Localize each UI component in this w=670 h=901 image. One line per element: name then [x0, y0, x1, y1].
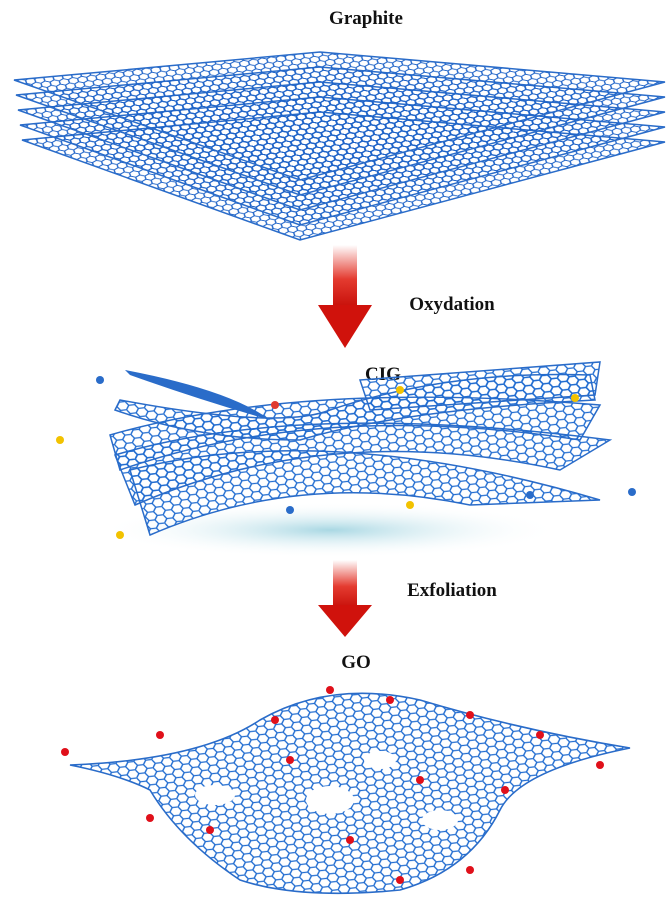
atom: [416, 776, 424, 784]
atom: [386, 696, 394, 704]
molecule: [406, 501, 414, 509]
atom: [536, 731, 544, 739]
molecule: [628, 488, 636, 496]
go-sheet: [61, 686, 630, 893]
cig-stack: [56, 362, 636, 558]
arrow: [318, 245, 372, 348]
atom: [396, 876, 404, 884]
molecule: [56, 436, 64, 444]
atom: [286, 756, 294, 764]
hole: [364, 751, 396, 769]
atom: [271, 716, 279, 724]
atom: [326, 686, 334, 694]
stage-label: GO: [341, 652, 371, 673]
atom: [146, 814, 154, 822]
arrow-head: [318, 305, 372, 348]
molecule: [571, 394, 579, 402]
hole: [195, 785, 235, 805]
atom: [501, 786, 509, 794]
molecule: [286, 506, 294, 514]
molecule: [396, 386, 404, 394]
atom: [596, 761, 604, 769]
stage-label: Graphite: [329, 8, 403, 29]
transition-label: Oxydation: [409, 294, 495, 315]
diagram: Graphite Oxydation CIG Exfoli: [0, 0, 670, 901]
atom: [466, 866, 474, 874]
arrow: [318, 560, 372, 637]
graphite-stack: [14, 52, 665, 240]
arrow-head: [318, 605, 372, 637]
atom: [156, 731, 164, 739]
hole: [306, 786, 354, 814]
transition-label: Exfoliation: [407, 580, 497, 601]
atom: [206, 826, 214, 834]
molecule: [116, 531, 124, 539]
atom: [346, 836, 354, 844]
atom: [466, 711, 474, 719]
arrow-shaft: [333, 245, 357, 307]
molecule: [271, 401, 279, 409]
molecule: [96, 376, 104, 384]
molecule: [526, 491, 534, 499]
atom: [61, 748, 69, 756]
hole: [422, 810, 458, 830]
arrow-shaft: [333, 560, 357, 608]
page: {"stages": [{"label": "Graphite"}, {"lab…: [0, 0, 670, 901]
